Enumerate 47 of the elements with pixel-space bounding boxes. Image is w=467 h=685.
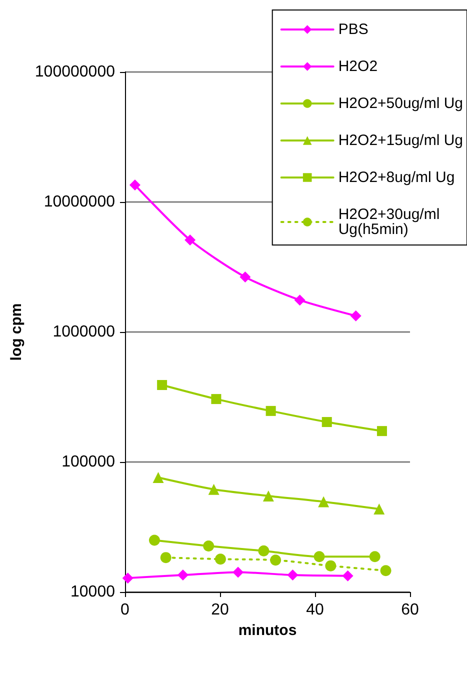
point	[157, 380, 168, 390]
y-tick-label: 10000	[70, 584, 116, 600]
point	[208, 484, 220, 495]
legend-label: PBS	[338, 21, 368, 38]
point	[294, 294, 306, 306]
point	[258, 545, 270, 556]
point	[122, 572, 134, 584]
point	[325, 560, 336, 572]
x-axis-title: minutos	[238, 622, 297, 639]
point	[262, 490, 274, 502]
point	[287, 570, 298, 581]
point	[318, 496, 330, 508]
point	[152, 472, 164, 483]
y-tick-label: 10000000	[44, 194, 116, 210]
point	[376, 426, 387, 436]
x-tick-label: 0	[120, 602, 130, 618]
point	[148, 534, 160, 546]
point	[266, 406, 276, 416]
point	[203, 540, 214, 552]
legend-label: H2O2	[338, 58, 378, 75]
point	[184, 234, 196, 246]
legend-label: H2O2+30ug/ml Ug(h5min)	[338, 206, 444, 238]
y-axis-title: log cpm	[8, 303, 26, 361]
point	[350, 310, 362, 322]
point	[232, 566, 244, 578]
x-tick-label: 20	[211, 602, 229, 618]
point	[177, 570, 188, 581]
point	[240, 271, 251, 282]
point	[214, 554, 226, 565]
point	[129, 180, 140, 191]
point	[380, 565, 392, 576]
legend-label: H2O2+8ug/ml Ug	[338, 169, 455, 186]
point	[369, 551, 380, 562]
point	[314, 551, 325, 562]
legend-label: H2O2+15ug/ml Ug	[338, 132, 464, 149]
y-tick-label: 100000000	[34, 64, 116, 80]
point	[160, 552, 172, 564]
point	[270, 554, 282, 566]
point	[211, 394, 222, 404]
y-tick-label: 1000000	[52, 324, 116, 340]
point	[374, 503, 385, 514]
x-tick-label: 40	[306, 602, 324, 618]
point	[342, 570, 354, 582]
y-tick-label: 100000	[62, 454, 116, 470]
legend-label: H2O2+50ug/ml Ug	[338, 95, 464, 112]
x-tick-label: 60	[401, 602, 419, 618]
point	[322, 417, 332, 428]
